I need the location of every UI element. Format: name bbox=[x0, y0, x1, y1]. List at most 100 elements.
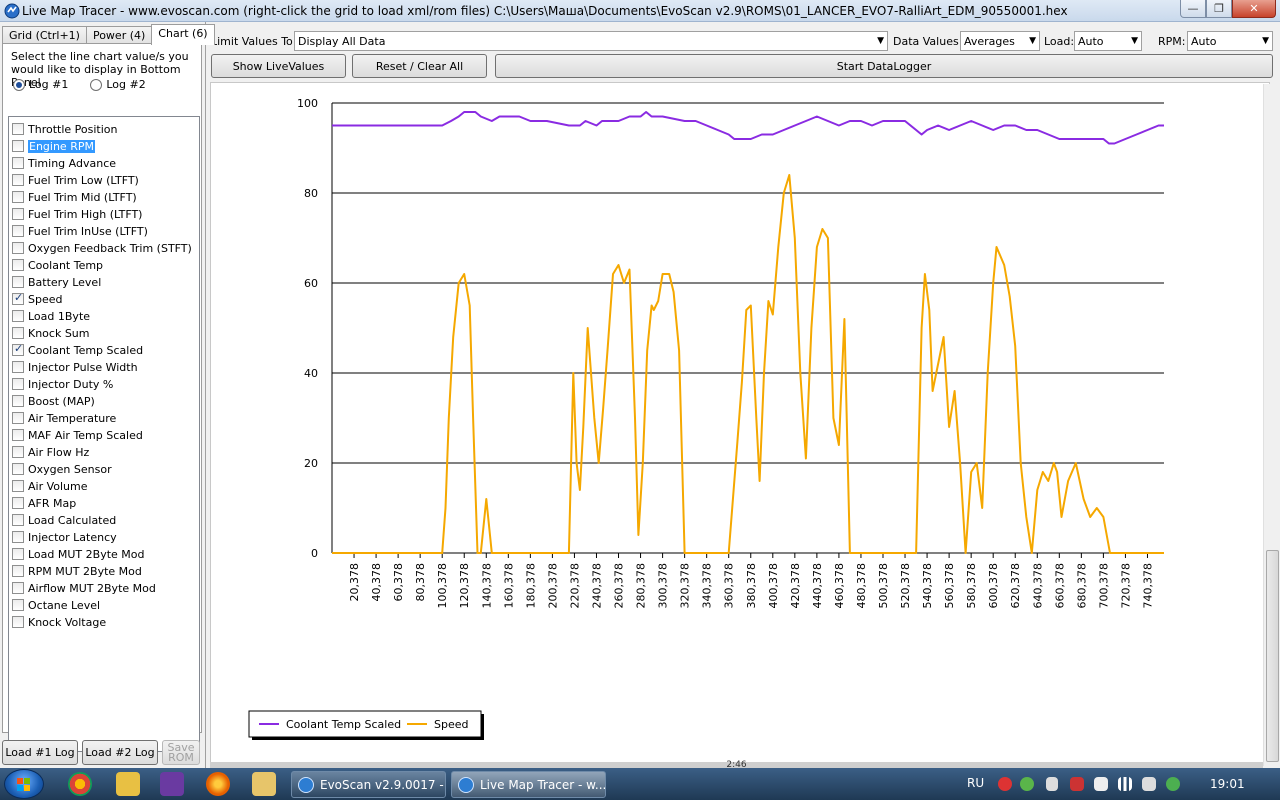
channel-checkbox[interactable] bbox=[12, 548, 24, 560]
channel-checkbox[interactable] bbox=[12, 395, 24, 407]
channel-checkbox[interactable] bbox=[12, 531, 24, 543]
reset-clear-button[interactable]: Reset / Clear All bbox=[352, 54, 487, 78]
channel-item[interactable]: Fuel Trim Mid (LTFT) bbox=[12, 189, 137, 205]
channel-item[interactable]: RPM MUT 2Byte Mod bbox=[12, 563, 142, 579]
channel-checkbox[interactable] bbox=[12, 123, 24, 135]
channel-checkbox[interactable] bbox=[12, 565, 24, 577]
channel-checkbox[interactable] bbox=[12, 378, 24, 390]
tray-usb-icon[interactable] bbox=[1046, 777, 1058, 791]
channel-item[interactable]: Load 1Byte bbox=[12, 308, 90, 324]
channel-checkbox[interactable] bbox=[12, 361, 24, 373]
channel-checkbox[interactable] bbox=[12, 259, 24, 271]
channel-item[interactable]: Knock Voltage bbox=[12, 614, 106, 630]
volume-icon[interactable] bbox=[1094, 777, 1108, 791]
minimize-button[interactable]: — bbox=[1180, 0, 1206, 18]
channel-item[interactable]: MAF Air Temp Scaled bbox=[12, 427, 143, 443]
data-values-select[interactable]: Averages ▼ bbox=[960, 31, 1040, 51]
channel-item[interactable]: Engine RPM bbox=[12, 138, 95, 154]
channel-item[interactable]: Fuel Trim InUse (LTFT) bbox=[12, 223, 148, 239]
chrome-icon[interactable] bbox=[68, 772, 92, 796]
save-rom-button[interactable]: Save ROM bbox=[162, 740, 200, 765]
channel-checkbox[interactable] bbox=[12, 191, 24, 203]
channel-item[interactable]: Air Volume bbox=[12, 478, 88, 494]
channel-item[interactable]: Coolant Temp Scaled bbox=[12, 342, 143, 358]
start-button[interactable] bbox=[4, 769, 44, 799]
update-icon[interactable] bbox=[1166, 777, 1180, 791]
channel-item[interactable]: Fuel Trim Low (LTFT) bbox=[12, 172, 139, 188]
channel-item[interactable]: Fuel Trim High (LTFT) bbox=[12, 206, 142, 222]
channel-item[interactable]: Throttle Position bbox=[12, 121, 117, 137]
channel-checkbox[interactable] bbox=[12, 242, 24, 254]
channel-checkbox[interactable] bbox=[12, 276, 24, 288]
radio-dot-log1[interactable] bbox=[13, 78, 25, 91]
maximize-button[interactable]: ❐ bbox=[1206, 0, 1232, 18]
channel-checkbox[interactable] bbox=[12, 342, 24, 356]
language-indicator[interactable]: RU bbox=[967, 776, 985, 790]
channel-checkbox[interactable] bbox=[12, 174, 24, 186]
start-datalogger-button[interactable]: Start DataLogger bbox=[495, 54, 1273, 78]
channel-checkbox[interactable] bbox=[12, 446, 24, 458]
channel-item[interactable]: Air Flow Hz bbox=[12, 444, 89, 460]
radio-dot-log2[interactable] bbox=[90, 78, 103, 91]
channel-checkbox[interactable] bbox=[12, 291, 24, 305]
channel-checkbox[interactable] bbox=[12, 208, 24, 220]
log1-radio[interactable]: Log #1 bbox=[13, 78, 68, 91]
tray-app-icon[interactable] bbox=[998, 777, 1012, 791]
channel-item[interactable]: Injector Duty % bbox=[12, 376, 113, 392]
channel-item[interactable]: Load MUT 2Byte Mod bbox=[12, 546, 144, 562]
load-select[interactable]: Auto ▼ bbox=[1074, 31, 1142, 51]
tray-network-icon[interactable] bbox=[1020, 777, 1034, 791]
channel-item[interactable]: Coolant Temp bbox=[12, 257, 103, 273]
load-log1-button[interactable]: Load #1 Log bbox=[2, 740, 78, 765]
channel-item[interactable]: Knock Sum bbox=[12, 325, 90, 341]
channel-checkbox[interactable] bbox=[12, 140, 24, 152]
tray-security-icon[interactable] bbox=[1070, 777, 1084, 791]
channel-checkbox[interactable] bbox=[12, 497, 24, 509]
channel-item[interactable]: Injector Latency bbox=[12, 529, 117, 545]
signal-icon[interactable] bbox=[1118, 777, 1132, 791]
firefox-icon[interactable] bbox=[206, 772, 230, 796]
load-log2-button[interactable]: Load #2 Log bbox=[82, 740, 158, 765]
channel-item[interactable]: Timing Advance bbox=[12, 155, 116, 171]
media-player-icon[interactable] bbox=[116, 772, 140, 796]
log2-radio[interactable]: Log #2 bbox=[90, 78, 146, 91]
channel-checkbox[interactable] bbox=[12, 582, 24, 594]
rpm-select[interactable]: Auto ▼ bbox=[1187, 31, 1273, 51]
task-evoscan[interactable]: EvoScan v2.9.0017 - ... bbox=[291, 771, 446, 798]
channel-item[interactable]: AFR Map bbox=[12, 495, 76, 511]
task-live-map-tracer[interactable]: Live Map Tracer - w... bbox=[451, 771, 606, 798]
limit-values-select[interactable]: Display All Data ▼ bbox=[294, 31, 888, 51]
channel-item[interactable]: Oxygen Feedback Trim (STFT) bbox=[12, 240, 192, 256]
folder-icon[interactable] bbox=[252, 772, 276, 796]
channel-item[interactable]: Load Calculated bbox=[12, 512, 116, 528]
channel-item[interactable]: Oxygen Sensor bbox=[12, 461, 112, 477]
channel-item[interactable]: Boost (MAP) bbox=[12, 393, 95, 409]
show-live-values-button[interactable]: Show LiveValues bbox=[211, 54, 346, 78]
channel-checkbox[interactable] bbox=[12, 463, 24, 475]
tab-chart[interactable]: Chart (6) bbox=[151, 24, 215, 45]
channel-checkbox[interactable] bbox=[12, 616, 24, 628]
channel-checklist[interactable]: Throttle Position Engine RPM Timing Advanc… bbox=[8, 116, 200, 752]
channel-checkbox[interactable] bbox=[12, 514, 24, 526]
vertical-scrollbar[interactable] bbox=[1263, 84, 1280, 766]
channel-checkbox[interactable] bbox=[12, 599, 24, 611]
tab-grid[interactable]: Grid (Ctrl+1) bbox=[2, 26, 87, 45]
channel-item[interactable]: Speed bbox=[12, 291, 62, 307]
channel-checkbox[interactable] bbox=[12, 412, 24, 424]
visual-studio-icon[interactable] bbox=[160, 772, 184, 796]
channel-checkbox[interactable] bbox=[12, 157, 24, 169]
channel-item[interactable]: Octane Level bbox=[12, 597, 100, 613]
channel-checkbox[interactable] bbox=[12, 480, 24, 492]
clock[interactable]: 19:01 bbox=[1210, 777, 1245, 791]
scrollbar-thumb[interactable] bbox=[1266, 550, 1279, 762]
flag-icon[interactable] bbox=[1142, 777, 1156, 791]
splitter-bar[interactable]: 2:46 bbox=[210, 761, 1263, 770]
close-button[interactable]: ✕ bbox=[1232, 0, 1276, 18]
channel-item[interactable]: Injector Pulse Width bbox=[12, 359, 138, 375]
channel-item[interactable]: Airflow MUT 2Byte Mod bbox=[12, 580, 156, 596]
channel-checkbox[interactable] bbox=[12, 327, 24, 339]
channel-item[interactable]: Air Temperature bbox=[12, 410, 116, 426]
channel-checkbox[interactable] bbox=[12, 310, 24, 322]
channel-checkbox[interactable] bbox=[12, 225, 24, 237]
channel-checkbox[interactable] bbox=[12, 429, 24, 441]
